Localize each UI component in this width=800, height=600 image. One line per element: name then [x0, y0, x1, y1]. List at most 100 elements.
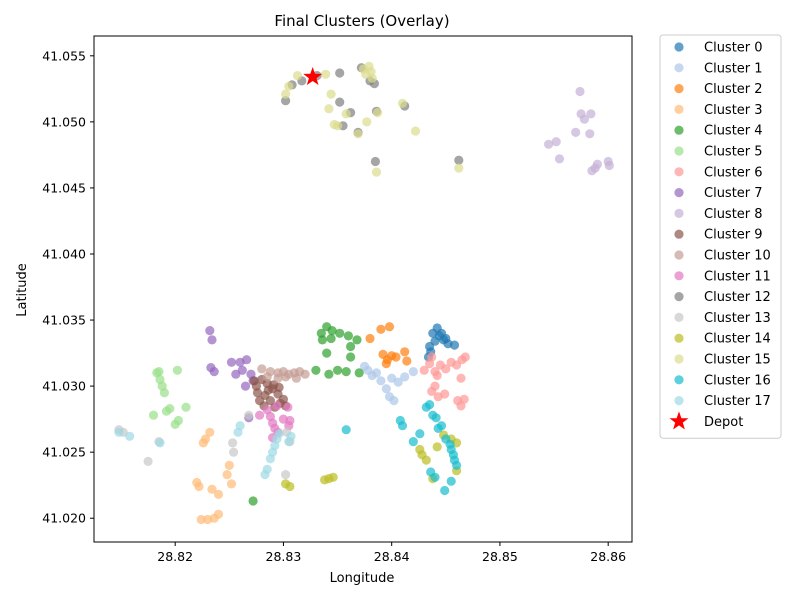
data-point — [427, 352, 437, 362]
x-tick-label: 28.83 — [266, 549, 302, 564]
data-point — [285, 415, 295, 426]
data-point — [551, 137, 561, 147]
data-point — [242, 355, 252, 365]
data-point — [341, 109, 351, 119]
legend-label: Cluster 12 — [704, 290, 771, 305]
legend-frame — [659, 34, 782, 439]
legend-marker — [674, 42, 684, 52]
data-point — [229, 447, 239, 457]
data-point — [579, 114, 590, 124]
data-point — [454, 155, 464, 165]
legend-marker — [674, 104, 684, 114]
x-tick-label: 28.84 — [374, 549, 410, 564]
data-point — [322, 348, 332, 358]
series-cluster-7 — [205, 326, 258, 423]
data-point — [592, 159, 603, 169]
y-tick-label: 41.020 — [42, 511, 86, 526]
data-point — [235, 421, 245, 431]
data-point — [410, 126, 421, 136]
data-point — [159, 388, 169, 398]
legend: Cluster 0 Cluster 1 Cluster 2 Cluster 3 Clus… — [659, 34, 782, 439]
data-point — [194, 481, 204, 492]
data-point — [441, 364, 451, 374]
legend-label: Cluster 7 — [704, 186, 763, 201]
legend-label: Cluster 15 — [704, 353, 771, 368]
data-point — [363, 365, 373, 375]
data-point — [274, 429, 284, 439]
data-point — [381, 359, 391, 369]
data-point — [431, 413, 441, 423]
data-point — [213, 489, 224, 499]
data-point — [408, 437, 418, 447]
data-point — [432, 370, 442, 381]
legend-marker — [674, 146, 684, 156]
legend-label: Cluster 17 — [704, 394, 771, 409]
data-point — [196, 514, 206, 525]
data-point — [252, 388, 263, 398]
legend-marker — [674, 292, 684, 302]
legend-label: Cluster 14 — [704, 332, 771, 347]
data-point — [257, 364, 267, 374]
data-point — [365, 333, 375, 344]
y-tick-label: 41.045 — [42, 180, 86, 195]
data-point — [425, 400, 435, 410]
series-cluster-13 — [114, 410, 295, 480]
data-point — [333, 365, 343, 375]
y-tick-label: 41.035 — [42, 313, 86, 328]
data-point — [173, 415, 183, 426]
series-cluster-3 — [192, 427, 237, 525]
data-point — [286, 431, 296, 441]
data-point — [165, 404, 175, 414]
legend-label: Cluster 1 — [704, 61, 763, 76]
data-point — [272, 401, 282, 411]
data-point — [436, 421, 447, 431]
data-point — [148, 410, 159, 420]
data-point — [143, 456, 153, 466]
legend-depot-star — [669, 411, 689, 430]
data-point — [321, 69, 331, 79]
series-cluster-4 — [248, 322, 364, 506]
data-point — [439, 335, 449, 345]
data-point — [281, 96, 291, 106]
legend-marker — [674, 208, 684, 218]
data-point — [402, 356, 412, 366]
data-point — [222, 470, 232, 480]
data-point — [571, 127, 581, 137]
data-point — [262, 464, 272, 474]
data-point — [262, 372, 272, 382]
data-point — [366, 67, 376, 77]
data-point — [446, 476, 456, 486]
legend-marker — [674, 63, 684, 73]
data-point — [285, 481, 295, 492]
legend-label: Cluster 5 — [704, 145, 763, 160]
legend-marker — [674, 354, 684, 364]
data-point — [371, 368, 382, 378]
data-point — [273, 373, 283, 383]
series-cluster-17 — [114, 421, 296, 480]
data-point — [343, 331, 353, 341]
data-point — [430, 472, 440, 482]
legend-label: Cluster 6 — [704, 165, 763, 180]
legend-marker — [674, 125, 684, 135]
data-point — [341, 425, 351, 435]
legend-label: Cluster 3 — [704, 103, 763, 118]
data-point — [154, 367, 164, 377]
data-point — [226, 479, 237, 489]
legend-marker — [674, 167, 684, 177]
plot-area: 28.82 28.83 28.84 28.85 28.86 41.020 41.025 41.… — [42, 35, 633, 564]
data-point — [397, 98, 408, 108]
data-point — [244, 410, 254, 420]
y-tick-label: 41.050 — [42, 114, 86, 129]
data-point — [265, 396, 275, 406]
data-point — [341, 367, 351, 377]
data-point — [459, 394, 469, 404]
data-point — [586, 109, 596, 119]
data-point — [585, 129, 595, 139]
data-point — [205, 326, 215, 336]
data-point — [454, 163, 464, 173]
data-point — [452, 460, 462, 470]
data-point — [335, 328, 345, 338]
data-point — [283, 402, 293, 412]
data-point — [397, 421, 408, 431]
legend-label: Cluster 13 — [704, 311, 771, 326]
